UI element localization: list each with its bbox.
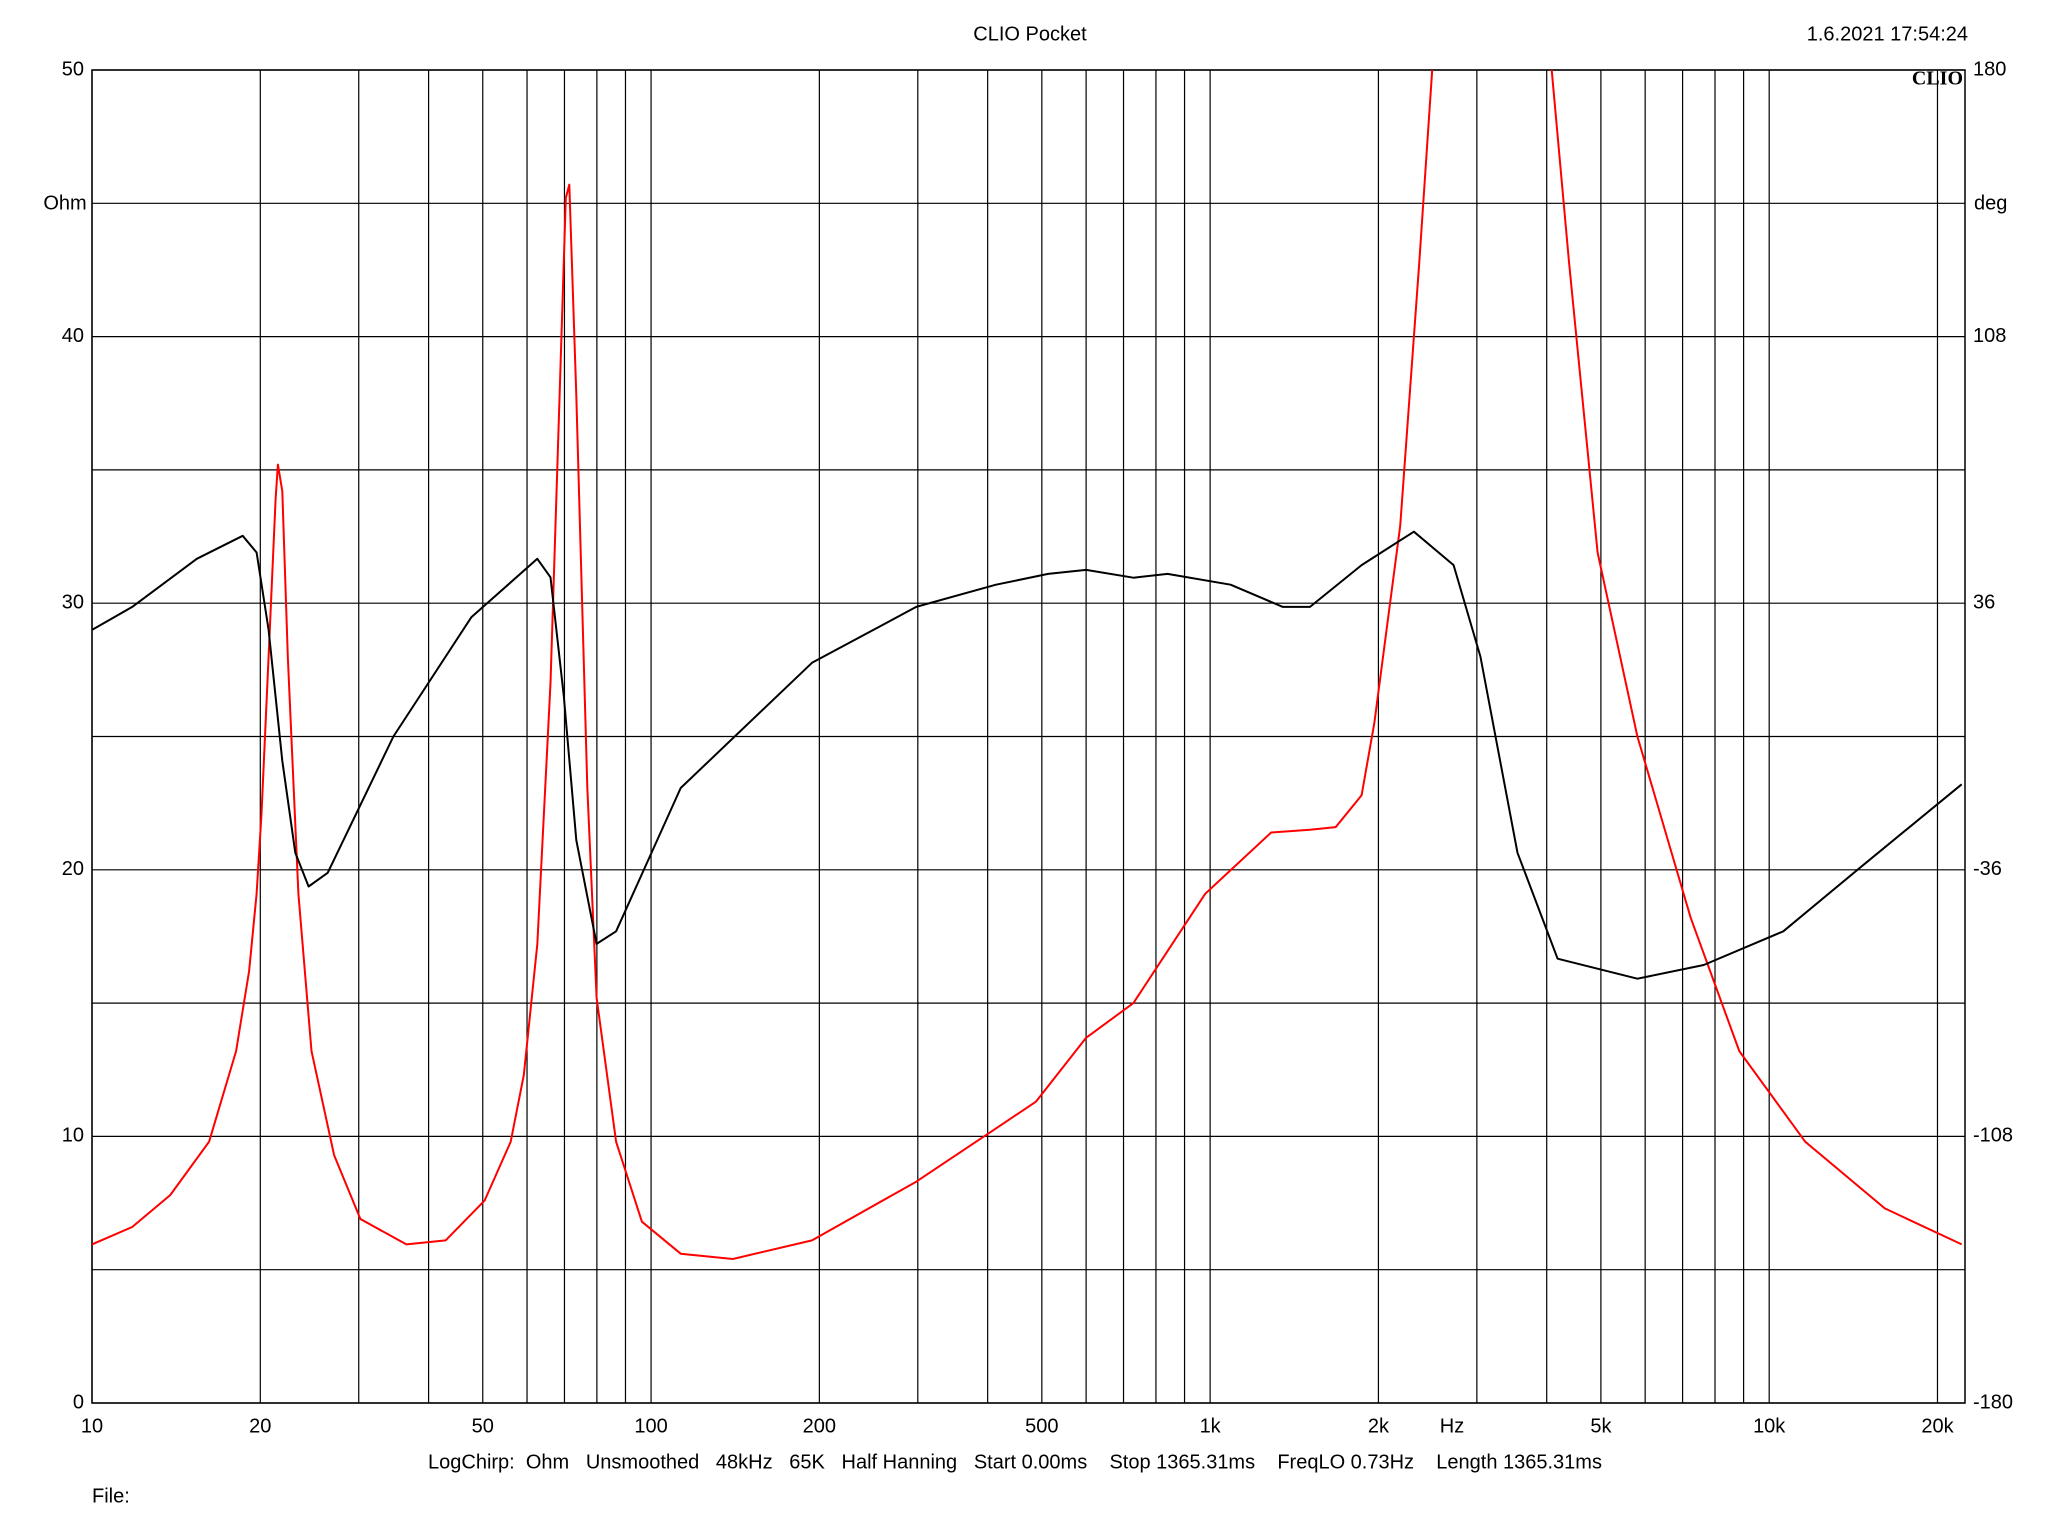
- timestamp: 1.6.2021 17:54:24: [1807, 23, 1968, 45]
- y-tick-label: 10: [62, 1125, 84, 1147]
- footer: LogChirp: Ohm Unsmoothed 48kHz 65K Half …: [428, 1451, 1602, 1473]
- file-label: File:: [92, 1485, 130, 1507]
- x-axis-label: Hz: [1440, 1415, 1464, 1437]
- y-tick-label: 20: [62, 858, 84, 880]
- x-tick-label: 2k: [1368, 1415, 1390, 1437]
- x-tick-label: 500: [1025, 1415, 1058, 1437]
- y-tick-label: 0: [73, 1391, 84, 1413]
- y2-tick-label: -36: [1973, 858, 2002, 880]
- chart-title: CLIO Pocket: [973, 23, 1087, 45]
- x-tick-label: 10: [81, 1415, 103, 1437]
- y-tick-label: 40: [62, 325, 84, 347]
- y2-tick-label: 108: [1973, 325, 2006, 347]
- x-tick-label: 10k: [1753, 1415, 1786, 1437]
- y-tick-label: 50: [62, 58, 84, 80]
- y2-tick-label: 36: [1973, 591, 1995, 613]
- x-tick-label: 5k: [1590, 1415, 1612, 1437]
- x-tick-label: 20: [249, 1415, 271, 1437]
- y2-tick-label: -108: [1973, 1125, 2013, 1147]
- y2-axis-label: deg: [1974, 192, 2007, 214]
- y-tick-label: 30: [62, 591, 84, 613]
- x-tick-label: 1k: [1200, 1415, 1222, 1437]
- data-line: [92, 70, 1963, 1260]
- data-line: [92, 530, 1963, 980]
- y2-tick-label: -180: [1973, 1391, 2013, 1413]
- x-tick-label: 50: [472, 1415, 494, 1437]
- plot-area: [92, 70, 1963, 1260]
- y-axis-label: Ohm: [43, 192, 86, 214]
- x-tick-label: 200: [803, 1415, 836, 1437]
- x-tick-label: 100: [634, 1415, 667, 1437]
- y2-tick-label: 180: [1973, 58, 2006, 80]
- x-tick-label: 20k: [1921, 1415, 1954, 1437]
